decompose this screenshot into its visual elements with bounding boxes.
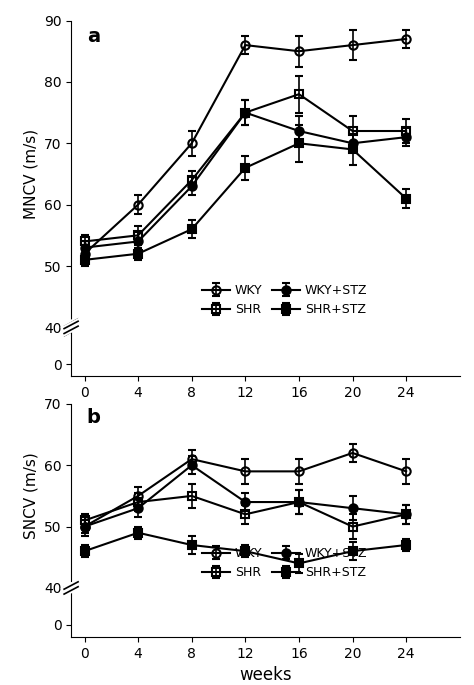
Legend: WKY, SHR, WKY+STZ, SHR+STZ: WKY, SHR, WKY+STZ, SHR+STZ (197, 542, 373, 584)
X-axis label: weeks: weeks (239, 667, 292, 684)
Legend: WKY, SHR, WKY+STZ, SHR+STZ: WKY, SHR, WKY+STZ, SHR+STZ (197, 279, 373, 321)
Y-axis label: SNCV (m/s): SNCV (m/s) (23, 453, 38, 539)
Text: b: b (87, 408, 100, 427)
Text: a: a (87, 27, 100, 46)
Y-axis label: MNCV (m/s): MNCV (m/s) (23, 129, 38, 219)
X-axis label: weeks: weeks (239, 406, 292, 424)
